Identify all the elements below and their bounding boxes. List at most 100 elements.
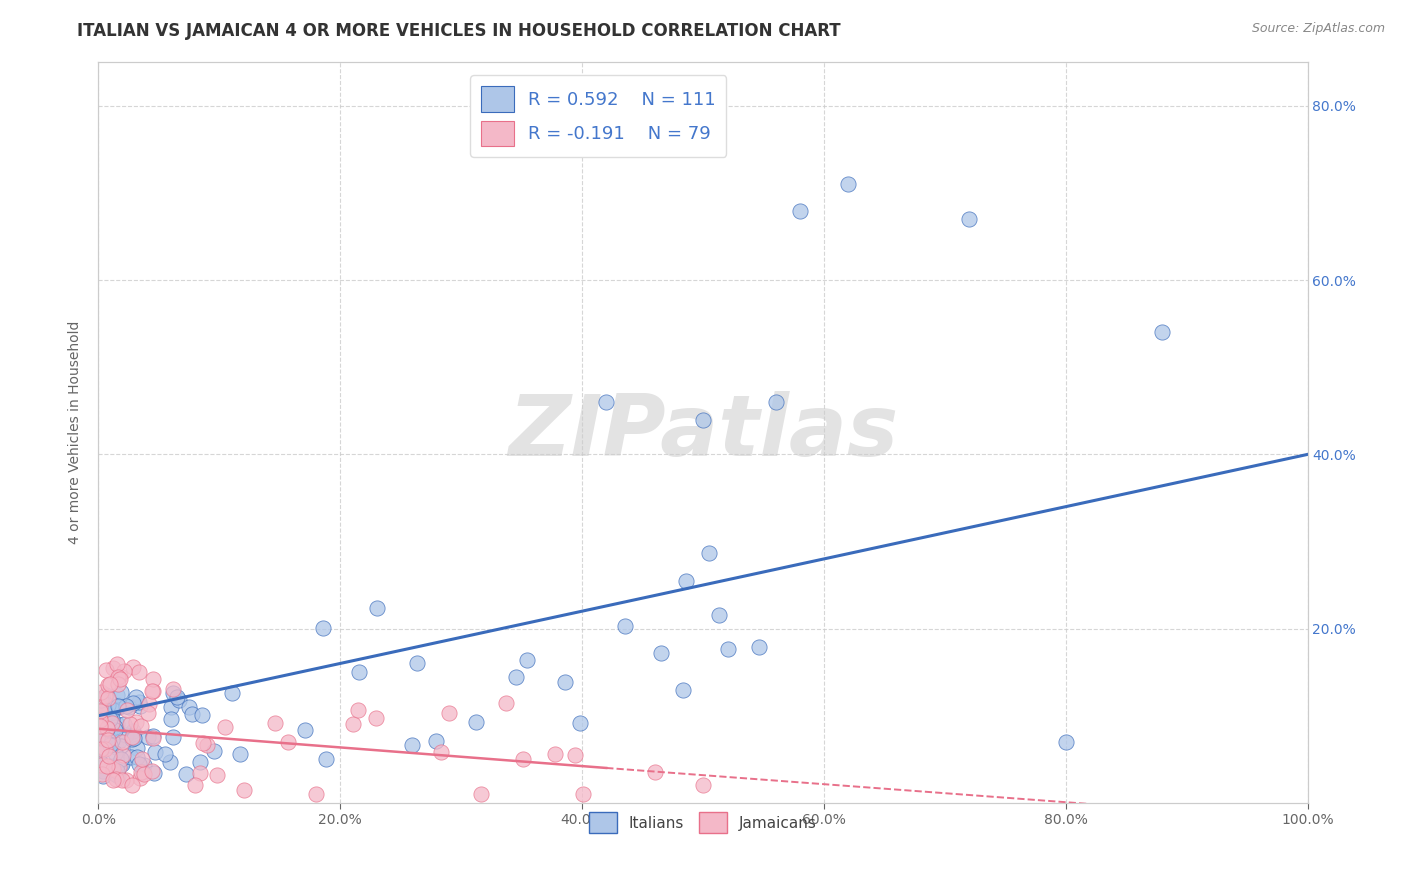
- Point: [1152, 326, 1174, 340]
- Point: [110, 668, 132, 682]
- Point: [107, 670, 129, 684]
- Point: [125, 690, 148, 705]
- Point: [543, 747, 565, 761]
- Point: [671, 683, 693, 698]
- Point: [115, 728, 138, 742]
- Point: [162, 681, 184, 696]
- Point: [650, 646, 672, 660]
- Point: [142, 731, 165, 745]
- Point: [98, 723, 121, 737]
- Point: [121, 778, 143, 792]
- Point: [716, 642, 738, 657]
- Point: [406, 656, 429, 670]
- Point: [115, 773, 138, 788]
- Point: [122, 660, 145, 674]
- Point: [103, 772, 125, 787]
- Point: [184, 778, 207, 792]
- Point: [110, 752, 132, 766]
- Point: [104, 766, 127, 780]
- Point: [91, 764, 114, 778]
- Point: [128, 695, 150, 709]
- Point: [114, 699, 136, 714]
- Point: [554, 675, 576, 690]
- Point: [136, 730, 159, 744]
- Point: [96, 758, 118, 772]
- Point: [108, 760, 131, 774]
- Point: [105, 764, 128, 778]
- Point: [425, 734, 447, 748]
- Point: [342, 716, 364, 731]
- Point: [107, 717, 129, 731]
- Point: [112, 664, 135, 678]
- Point: [366, 601, 388, 615]
- Point: [315, 752, 337, 766]
- Point: [96, 707, 118, 722]
- Point: [699, 546, 721, 560]
- Point: [111, 748, 134, 763]
- Point: [104, 739, 127, 754]
- Point: [125, 750, 148, 764]
- Point: [294, 723, 316, 737]
- Point: [142, 673, 165, 687]
- Point: [437, 706, 460, 720]
- Point: [312, 621, 335, 635]
- Point: [134, 757, 156, 772]
- Point: [174, 766, 197, 780]
- Point: [121, 724, 143, 739]
- Point: [347, 665, 370, 679]
- Point: [89, 704, 111, 718]
- Point: [214, 720, 236, 734]
- Point: [104, 772, 127, 786]
- Point: [94, 742, 117, 756]
- Point: [221, 685, 243, 699]
- Point: [516, 652, 538, 666]
- Point: [138, 698, 160, 712]
- Point: [957, 212, 980, 227]
- Point: [195, 738, 218, 752]
- Point: [108, 733, 131, 747]
- Point: [128, 756, 150, 771]
- Point: [188, 766, 211, 780]
- Point: [141, 764, 163, 778]
- Point: [692, 778, 714, 792]
- Point: [105, 657, 128, 671]
- Point: [97, 711, 120, 725]
- Y-axis label: 4 or more Vehicles in Household: 4 or more Vehicles in Household: [69, 321, 83, 544]
- Point: [104, 723, 127, 738]
- Point: [90, 731, 112, 745]
- Point: [90, 693, 112, 707]
- Point: [104, 746, 127, 760]
- Point: [96, 721, 118, 735]
- Point: [121, 730, 143, 744]
- Point: [277, 735, 299, 749]
- Point: [129, 765, 152, 780]
- Point: [97, 678, 120, 692]
- Point: [512, 751, 534, 765]
- Point: [118, 700, 141, 714]
- Point: [366, 711, 388, 725]
- Point: [155, 747, 177, 762]
- Point: [100, 716, 122, 731]
- Point: [131, 764, 153, 779]
- Point: [837, 178, 859, 192]
- Point: [111, 734, 134, 748]
- Point: [89, 719, 111, 733]
- Point: [675, 574, 697, 588]
- Point: [129, 698, 152, 713]
- Point: [572, 787, 595, 801]
- Point: [101, 702, 124, 716]
- Point: [90, 685, 112, 699]
- Point: [692, 412, 714, 426]
- Point: [177, 700, 200, 714]
- Point: [191, 736, 214, 750]
- Point: [110, 672, 132, 686]
- Point: [101, 712, 124, 726]
- Point: [101, 733, 124, 747]
- Point: [96, 722, 118, 736]
- Point: [166, 690, 188, 704]
- Point: [707, 607, 730, 622]
- Point: [160, 712, 183, 726]
- Point: [207, 768, 229, 782]
- Text: ITALIAN VS JAMAICAN 4 OR MORE VEHICLES IN HOUSEHOLD CORRELATION CHART: ITALIAN VS JAMAICAN 4 OR MORE VEHICLES I…: [77, 22, 841, 40]
- Point: [128, 665, 150, 679]
